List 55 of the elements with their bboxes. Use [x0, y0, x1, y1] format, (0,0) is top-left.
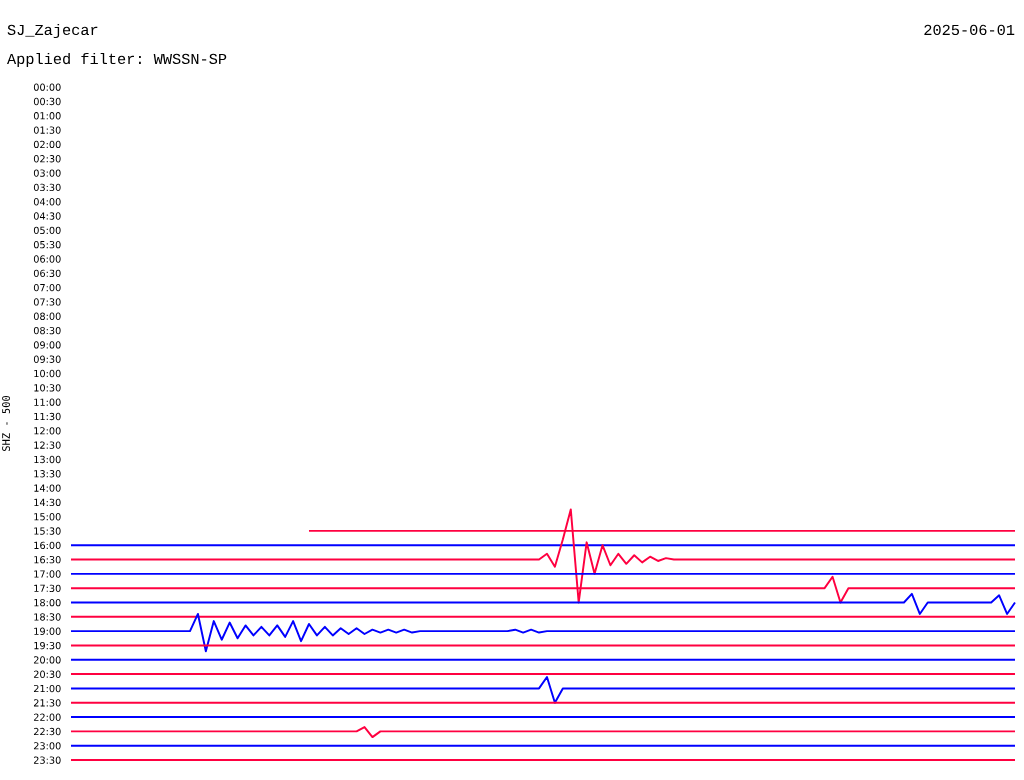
text: 2025-06-01	[924, 24, 1015, 36]
y-tick-label: 08:30	[33, 326, 61, 335]
y-tick-label: 02:30	[33, 155, 61, 163]
chart-title: SJ_Zajecar	[7, 23, 98, 39]
y-tick-label: 19:30	[34, 641, 61, 650]
y-tick-label: 21:30	[33, 699, 61, 707]
chart-subtitle: Applied filter: WWSSN-SP	[7, 52, 227, 68]
line-series	[70, 592, 1016, 615]
y-tick-label: 09:30	[33, 355, 61, 363]
y-tick-label: 00:30	[33, 97, 61, 106]
y-tick-label: 08:00	[33, 312, 61, 320]
y-tick-label: 14:00	[34, 484, 61, 492]
line-series	[70, 508, 1016, 604]
y-tick-label: 18:30	[34, 613, 61, 621]
y-tick-label: 06:30	[33, 269, 61, 277]
y-tick-label: 15:00	[34, 513, 61, 521]
y-tick-label: 13:30	[34, 470, 61, 478]
y-tick-label: 19:00	[34, 627, 61, 635]
y-tick-label: 12:30	[34, 441, 61, 449]
y-tick-label: 20:30	[33, 670, 61, 678]
line-series	[70, 612, 1016, 653]
y-tick-label: 10:30	[34, 384, 61, 392]
y-tick-label: 20:00	[33, 656, 61, 664]
y-tick-label: 01:00	[33, 112, 61, 120]
y-tick-label: 13:00	[34, 455, 61, 464]
y-tick-label: 16:30	[34, 556, 61, 564]
y-tick-label: 02:00	[33, 140, 61, 149]
y-tick-label: 07:30	[33, 298, 61, 306]
y-tick-label: 09:00	[33, 341, 61, 349]
y-tick-label: 17:30	[34, 584, 61, 592]
y-tick-label: 16:00	[34, 541, 61, 550]
y-tick-label: 23:30	[33, 756, 61, 764]
y-tick-label: 04:30	[33, 212, 61, 220]
y-tick-label: 17:00	[34, 570, 61, 578]
y-tick-label: 05:00	[33, 226, 61, 235]
y-tick-label: 23:00	[33, 742, 61, 750]
y-tick-label: 21:00	[33, 684, 61, 693]
y-tick-label: 04:00	[33, 198, 61, 206]
y-tick-label: 03:00	[33, 169, 61, 177]
y-axis-title: SHZ - 500	[2, 395, 10, 452]
y-tick-label: 11:00	[34, 398, 61, 406]
y-tick-label: 07:00	[33, 283, 61, 292]
y-tick-label: 05:30	[33, 240, 61, 249]
y-tick-label: 06:00	[33, 255, 61, 263]
y-tick-label: 18:00	[34, 598, 61, 607]
y-tick-label: 22:30	[33, 727, 61, 736]
y-tick-label: 10:00	[34, 369, 61, 378]
y-tick-label: 12:00	[34, 427, 61, 435]
y-tick-label: 11:30	[34, 412, 61, 421]
y-tick-label: 14:30	[34, 498, 61, 507]
y-tick-label: 22:00	[33, 713, 61, 721]
y-tick-label: 15:30	[34, 527, 61, 535]
y-tick-label: 01:30	[33, 126, 61, 134]
y-tick-label: 00:00	[33, 83, 61, 91]
y-tick-label: 03:30	[33, 183, 61, 192]
